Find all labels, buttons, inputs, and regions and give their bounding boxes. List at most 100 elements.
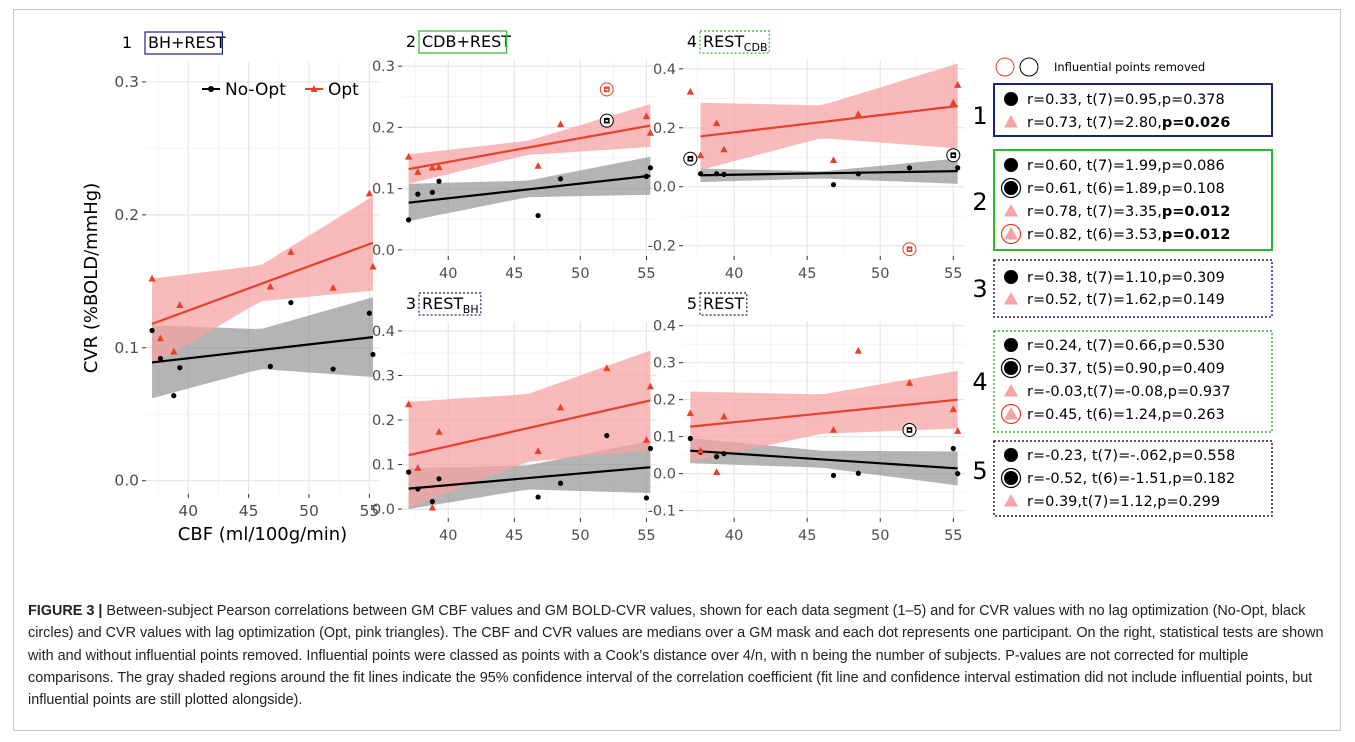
noopt-point-mark bbox=[688, 158, 692, 160]
stats-group-2: 2 r=0.60, t(7)=1.99,p=0.086 r=0.61, t(6)=1… bbox=[972, 149, 1273, 251]
noopt-point bbox=[906, 165, 913, 171]
stats-group-4: 4 r=0.24, t(7)=0.66,p=0.530 r=0.37, t(5)=0… bbox=[972, 330, 1273, 433]
opt-point bbox=[405, 400, 413, 408]
row-dot-icon bbox=[1004, 92, 1018, 106]
noopt-point bbox=[330, 366, 336, 372]
y-tick-label: 0.1 bbox=[114, 339, 139, 357]
opt-point bbox=[642, 112, 651, 120]
stats-group-number: 2 bbox=[972, 188, 987, 216]
opt-point bbox=[556, 403, 565, 411]
x-tick-label: 40 bbox=[439, 528, 457, 544]
stats-row-text: r=-0.52, t(6)=-1.51,p=0.182 bbox=[1027, 471, 1235, 487]
noopt-point bbox=[955, 471, 961, 477]
panel-title-text: BH+REST bbox=[148, 33, 226, 52]
panel-title: CDB+REST bbox=[418, 30, 511, 54]
influential-note: Influential points removed bbox=[1054, 60, 1205, 74]
noopt-point bbox=[714, 171, 720, 177]
x-tick-label: 55 bbox=[637, 266, 655, 282]
opt-point bbox=[148, 274, 156, 282]
y-tick-label: 0.2 bbox=[114, 206, 139, 224]
noopt-point bbox=[415, 486, 421, 492]
opt-point bbox=[428, 503, 436, 511]
x-tick-label: 45 bbox=[505, 528, 523, 544]
row-triangle-icon bbox=[1004, 227, 1018, 240]
noopt-ci-band bbox=[152, 297, 373, 399]
panel-title-box bbox=[418, 292, 482, 316]
stats-row-text: r=0.60, t(7)=1.99,p=0.086 bbox=[1027, 158, 1225, 174]
x-axis-label: CBF (ml/100g/min) bbox=[178, 524, 347, 545]
y-tick-label: 0.3 bbox=[372, 59, 395, 75]
y-tick-label: 0.1 bbox=[653, 430, 676, 446]
noopt-point bbox=[687, 435, 693, 442]
row-dot-icon bbox=[1004, 471, 1018, 485]
figure-caption: FIGURE 3 | Between-subject Pearson corre… bbox=[28, 600, 1328, 711]
stats-group-1: 1 r=0.33, t(7)=0.95,p=0.378 r=0.73, t(7)=2… bbox=[972, 83, 1273, 137]
panel-title-box bbox=[699, 30, 770, 54]
row-dot-icon bbox=[1004, 158, 1018, 172]
panel-3: 40 45 50 550.00.10.20.30.43 REST BH bbox=[372, 292, 657, 544]
stats-row-text: r=0.39,t(7)=1.12,p=0.299 bbox=[1027, 494, 1220, 510]
x-tick-label: 40 bbox=[439, 266, 457, 282]
row-triangle-icon bbox=[1004, 292, 1018, 305]
opt-point bbox=[405, 152, 413, 160]
opt-point bbox=[414, 168, 422, 175]
figure-frame bbox=[13, 9, 1341, 731]
noopt-point-mark bbox=[908, 429, 911, 431]
noopt-point bbox=[721, 451, 727, 457]
stats-panel: Influential points removed 1 r=0.33, t(7)=… bbox=[972, 57, 1273, 517]
opt-point-mark bbox=[908, 248, 911, 251]
noopt-ci-band bbox=[690, 438, 958, 486]
row-dot-icon bbox=[1004, 338, 1018, 352]
stats-row-text: r=0.45, t(6)=1.24,p=0.263 bbox=[1027, 407, 1225, 423]
x-tick-label: 40 bbox=[725, 266, 743, 282]
stats-row-text: r=0.82, t(6)=3.53,p=0.012 bbox=[1027, 227, 1230, 243]
opt-point bbox=[369, 262, 377, 270]
figure-label: FIGURE 3 | bbox=[28, 603, 103, 619]
noopt-fit-line bbox=[151, 336, 374, 364]
noopt-point bbox=[955, 165, 961, 171]
row-dot-icon bbox=[1004, 448, 1018, 462]
opt-point bbox=[365, 189, 373, 197]
stats-group-number: 5 bbox=[972, 457, 987, 485]
noopt-point bbox=[267, 363, 273, 369]
opt-point bbox=[435, 163, 443, 170]
stats-row-significant: p=0.026 bbox=[1162, 115, 1230, 131]
panel-title-text: REST bbox=[703, 294, 744, 313]
x-tick-label: 45 bbox=[505, 266, 523, 282]
y-tick-label: 0.2 bbox=[653, 121, 676, 137]
stats-group-number: 1 bbox=[972, 102, 987, 130]
x-tick-label: 45 bbox=[798, 528, 816, 544]
y-tick-label: -0.1 bbox=[648, 504, 676, 520]
noopt-point bbox=[830, 472, 837, 479]
opt-point bbox=[905, 379, 914, 386]
opt-point bbox=[949, 98, 957, 106]
noopt-point bbox=[366, 310, 372, 316]
y-tick-label: 0.4 bbox=[653, 319, 676, 335]
y-tick-label: 0.3 bbox=[372, 368, 395, 384]
y-tick-label: 0.3 bbox=[653, 356, 676, 372]
row-dot-icon bbox=[1004, 181, 1018, 195]
legend-noopt-marker bbox=[208, 86, 214, 92]
opt-point bbox=[854, 346, 862, 354]
y-tick-label: 0.3 bbox=[114, 73, 139, 91]
influential-opt-ring-icon bbox=[995, 57, 1015, 77]
noopt-point bbox=[647, 445, 653, 452]
noopt-point bbox=[557, 176, 564, 182]
opt-point bbox=[954, 427, 962, 434]
noopt-fit-line bbox=[700, 170, 958, 177]
panel-1: 40 45 50 55 0.0 0.1 0.2 0.3 1 BH+REST CBF (ml/100g… bbox=[81, 31, 379, 545]
legend-opt-marker bbox=[310, 85, 318, 92]
stats-row-text: r=0.52, t(7)=1.62,p=0.149 bbox=[1027, 292, 1225, 308]
stats-group-number: 4 bbox=[972, 368, 987, 396]
opt-point bbox=[720, 145, 728, 153]
noopt-fit-line bbox=[408, 466, 651, 490]
influential-noopt-ring-icon bbox=[1019, 57, 1039, 77]
stats-row-text: r=0.24, t(7)=0.66,p=0.530 bbox=[1027, 338, 1225, 354]
noopt-point bbox=[429, 498, 435, 505]
opt-point bbox=[854, 110, 862, 118]
stats-row-text: r=0.78, t(7)=3.35,p=0.012 bbox=[1027, 204, 1230, 220]
panel-2: 40 45 50 55 0.0 0.1 0.2 0.3 2 CDB+REST bbox=[372, 30, 657, 282]
opt-point bbox=[829, 156, 838, 164]
panel-title-text: REST bbox=[703, 32, 744, 51]
panel-title: REST CDB bbox=[699, 30, 770, 54]
